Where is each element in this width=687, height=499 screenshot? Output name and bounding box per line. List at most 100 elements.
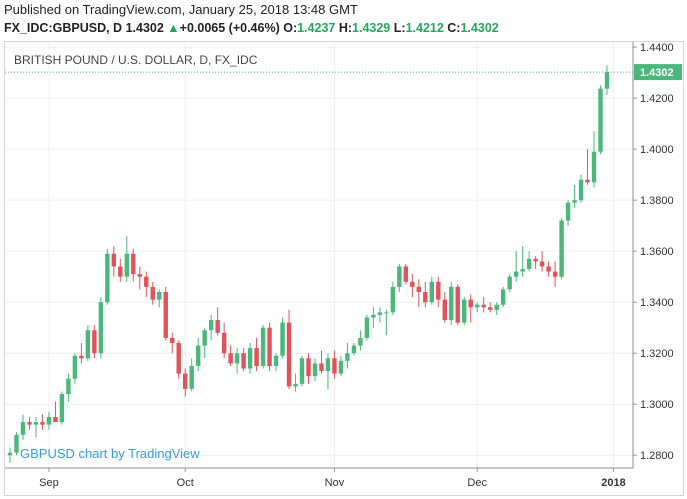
candle-body: [150, 286, 155, 300]
low-value: 1.4212: [405, 21, 444, 35]
candle-body: [267, 327, 272, 366]
published-line: Published on TradingView.com, January 25…: [4, 2, 358, 17]
candle-body: [176, 343, 181, 374]
candle-body: [390, 286, 396, 313]
candle-body: [92, 330, 97, 354]
candle-body: [468, 299, 473, 308]
candle-body: [351, 345, 357, 354]
candle-body: [604, 72, 610, 89]
y-tick-label: 1.2800: [640, 450, 674, 462]
candle-body: [215, 320, 220, 333]
chart-title: BRITISH POUND / U.S. DOLLAR, D, FX_IDC: [14, 53, 258, 67]
candle-body: [241, 353, 246, 369]
candle-body: [397, 266, 402, 287]
candle-body: [105, 253, 110, 303]
candle-body: [475, 304, 480, 308]
candle-body: [157, 291, 162, 300]
symbol-label: FX_IDC:GBPUSD, D: [4, 21, 123, 35]
candle-body: [7, 452, 13, 456]
candle-body: [384, 312, 389, 314]
change-value: +0.0065 (+0.46%): [179, 21, 280, 35]
last-price: 1.4302: [125, 21, 164, 35]
candle-body: [572, 200, 577, 203]
y-tick-label: 1.3600: [640, 246, 674, 258]
candle-body: [481, 304, 486, 308]
candle-body: [449, 286, 454, 321]
candle-body: [403, 266, 409, 282]
candle-body: [118, 266, 123, 277]
candle-body: [27, 422, 32, 425]
candle-body: [585, 179, 590, 183]
candle-body: [494, 304, 499, 310]
candle-body: [487, 307, 493, 310]
candle-body: [345, 353, 350, 361]
candle-body: [254, 348, 259, 366]
candle-body: [306, 358, 311, 377]
open-label: O:: [283, 21, 298, 35]
candle-body: [59, 394, 65, 423]
candle-body: [195, 345, 201, 366]
candle-body: [234, 353, 240, 364]
x-tick-label: Dec: [467, 477, 487, 489]
high-value: 1.4329: [352, 21, 391, 35]
candle-body: [293, 383, 298, 387]
watermark[interactable]: GBPUSD chart by TradingView: [20, 446, 200, 461]
candle-body: [546, 266, 551, 272]
candle-body: [202, 330, 207, 346]
candle-body: [299, 358, 305, 384]
low-label: L:: [393, 21, 406, 35]
candle-body: [163, 291, 168, 338]
candle-body: [513, 271, 519, 277]
candle-body: [591, 151, 597, 183]
candle-body: [325, 358, 331, 372]
last-price-tag: [634, 64, 682, 81]
candle-body: [247, 348, 253, 369]
candle-body: [338, 360, 344, 374]
candle-body: [559, 220, 564, 277]
candle-body: [33, 422, 39, 425]
candle-body: [221, 332, 227, 354]
candle-body: [520, 269, 525, 272]
candle-body: [500, 289, 506, 305]
x-tick-label: Sep: [39, 477, 59, 489]
candle-body: [533, 258, 538, 262]
candle-body: [208, 320, 214, 331]
candle-body: [280, 322, 285, 356]
price-chart[interactable]: 1.4400 1.4200 1.4000 1.3800 1.3600 1.3400 1.32…: [5, 42, 683, 495]
candle-body: [423, 291, 428, 303]
candle-body: [66, 378, 71, 395]
y-tick-label: 1.4000: [640, 144, 674, 156]
candle-body: [46, 416, 52, 425]
candle-body: [189, 365, 194, 389]
candle-body: [260, 327, 266, 366]
candle-body: [312, 363, 318, 377]
candle-body: [598, 88, 603, 152]
candle-body: [124, 253, 130, 277]
candle-body: [358, 337, 363, 346]
y-tick-label: 1.3800: [640, 195, 674, 207]
up-arrow-icon: ▲: [167, 21, 180, 35]
candle-body: [111, 253, 117, 267]
candle-body: [98, 302, 104, 354]
y-tick-label: 1.4400: [640, 42, 674, 54]
candle-body: [526, 258, 532, 270]
y-tick-label: 1.4200: [640, 93, 674, 105]
candle-body: [442, 299, 447, 321]
candle-body: [20, 422, 26, 435]
candle-body: [507, 276, 512, 290]
y-tick-label: 1.3000: [640, 399, 674, 411]
candle-body: [144, 276, 149, 287]
candle-body: [85, 330, 91, 359]
open-value: 1.4237: [297, 21, 336, 35]
close-value: 1.4302: [460, 21, 499, 35]
header: Published on TradingView.com, January 25…: [0, 0, 687, 40]
candle-body: [40, 422, 45, 425]
y-tick-label: 1.3400: [640, 297, 674, 309]
candle-body: [228, 353, 233, 364]
candle-body: [565, 202, 571, 221]
high-label: H:: [338, 21, 353, 35]
candle-body: [436, 281, 441, 300]
x-tick-label: Oct: [177, 477, 194, 489]
chart-frame[interactable]: 1.4400 1.4200 1.4000 1.3800 1.3600 1.3400 1.32…: [4, 41, 684, 496]
last-price-tag-label: 1.4302: [640, 67, 674, 79]
